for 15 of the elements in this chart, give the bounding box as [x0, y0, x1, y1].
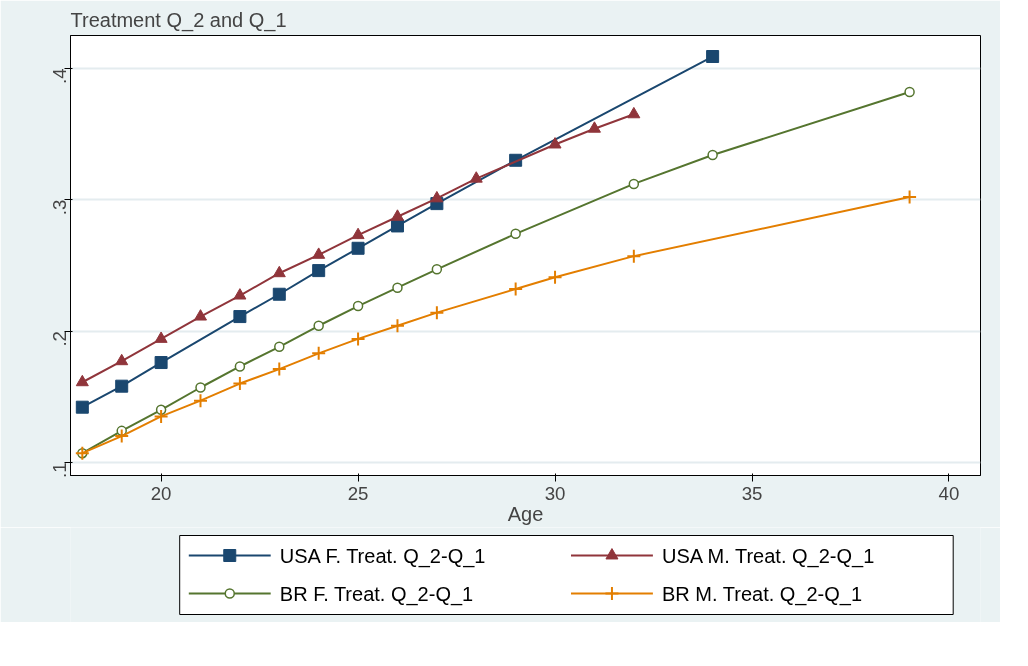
legend-label: USA M. Treat. Q_2-Q_1: [662, 544, 875, 568]
x-tick-label: 20: [150, 482, 172, 504]
x-axis-title: Age: [507, 502, 544, 525]
x-tick-label: 30: [544, 482, 566, 504]
x-tick-label: 25: [347, 482, 369, 504]
legend-label: BR F. Treat. Q_2-Q_1: [279, 582, 474, 606]
chart-title: Treatment Q_2 and Q_1: [70, 8, 287, 32]
x-tick-label: 40: [938, 482, 960, 504]
y-tick-label: .2: [49, 331, 70, 347]
y-tick-label: .1: [49, 462, 70, 478]
y-tick-label: .3: [49, 199, 70, 216]
y-tick-label: .4: [49, 68, 70, 84]
legend-label: BR M. Treat. Q_2-Q_1: [662, 582, 863, 606]
legend-label: USA F. Treat. Q_2-Q_1: [279, 544, 486, 568]
x-tick-label: 35: [741, 482, 763, 504]
